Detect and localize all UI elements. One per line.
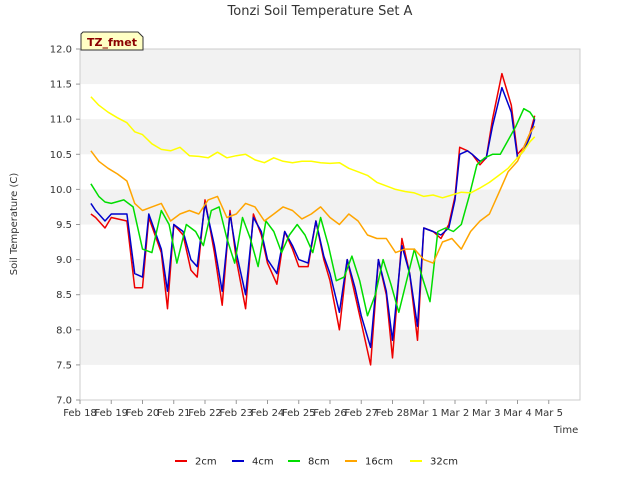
legend-label: 8cm [308, 457, 330, 468]
grid-band [80, 49, 580, 85]
x-tick-label: Mar 2 [441, 408, 469, 419]
y-tick-label: 10.5 [50, 150, 72, 161]
plot-lines [90, 72, 536, 366]
x-tick-label: Feb 24 [251, 408, 285, 419]
legend: 2cm 4cm 8cm 16cm 32cm [175, 457, 458, 468]
grid-bands [80, 49, 580, 400]
x-tick-label: Mar 5 [535, 408, 563, 419]
x-tick-label: Mar 1 [410, 408, 438, 419]
site-badge: TZ_fmet [80, 31, 144, 51]
badge-shape [80, 31, 144, 51]
x-tick-label: Mar 4 [503, 408, 531, 419]
y-tick-label: 9.0 [56, 255, 72, 266]
y-tick-label: 12.0 [50, 45, 72, 56]
y-axis-label: Soil Temperature (C) [9, 173, 20, 276]
series-line-32cm [90, 96, 536, 199]
series-line-8cm [90, 107, 536, 317]
legend-item-32cm: 32cm [410, 457, 458, 468]
series-line-4cm [90, 86, 536, 349]
x-tick-label: Feb 19 [94, 408, 128, 419]
y-tick-label: 8.5 [56, 290, 72, 301]
y-tick-label: 7.5 [56, 360, 72, 371]
badge-label: TZ_fmet [87, 36, 137, 49]
x-tick-label: Feb 18 [63, 408, 97, 419]
series-line-16cm [90, 125, 536, 264]
grid-band [80, 329, 580, 365]
x-tick-label: Feb 26 [313, 408, 347, 419]
y-tick-label: 11.0 [50, 115, 72, 126]
grid-band [80, 189, 580, 225]
legend-label: 4cm [252, 457, 274, 468]
legend-item-16cm: 16cm [345, 457, 393, 468]
legend-item-4cm: 4cm [232, 457, 274, 468]
legend-label: 2cm [195, 457, 217, 468]
x-tick-label: Feb 28 [376, 408, 410, 419]
y-axis-ticks: 7.0 7.5 8.0 8.5 9.0 9.5 10.0 10.5 11.0 11.5 12.0 [50, 45, 80, 407]
x-tick-label: Feb 23 [219, 408, 253, 419]
y-tick-label: 7.0 [56, 396, 72, 407]
legend-label: 16cm [365, 457, 393, 468]
legend-label: 32cm [430, 457, 458, 468]
x-tick-label: Feb 20 [126, 408, 160, 419]
grid-band [80, 119, 580, 155]
chart-title: Tonzi Soil Temperature Set A [227, 4, 413, 19]
legend-item-8cm: 8cm [288, 457, 330, 468]
x-tick-label: Feb 27 [344, 408, 378, 419]
y-tick-label: 10.0 [50, 185, 72, 196]
y-tick-label: 11.5 [50, 80, 72, 91]
y-tick-label: 8.0 [56, 325, 72, 336]
x-axis-label: Time [553, 425, 578, 436]
grid-band [80, 259, 580, 295]
x-tick-label: Feb 22 [188, 408, 222, 419]
legend-item-2cm: 2cm [175, 457, 217, 468]
x-tick-label: Feb 21 [157, 408, 191, 419]
x-tick-label: Mar 3 [472, 408, 500, 419]
y-tick-label: 9.5 [56, 220, 72, 231]
x-tick-label: Feb 25 [282, 408, 316, 419]
